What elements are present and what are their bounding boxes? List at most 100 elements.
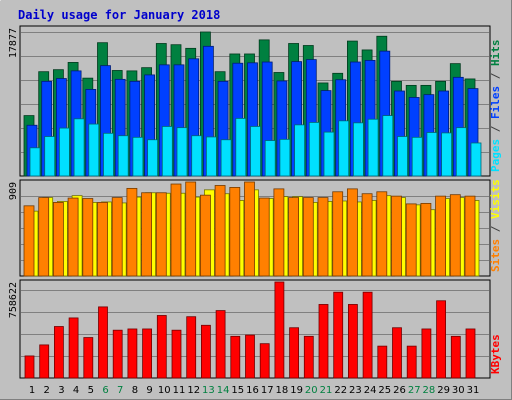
kbytes-bar-kbytes-4: [68, 317, 79, 379]
day-label-12: 12: [187, 385, 200, 396]
day-label-16: 16: [246, 385, 259, 396]
visits-bar-sites-2: [38, 197, 50, 277]
day-label-17: 17: [261, 385, 274, 396]
visits-bar-sites-14: [214, 185, 226, 277]
hits-bar-pages-6: [103, 132, 114, 177]
visits-bar-sites-30: [449, 194, 461, 277]
day-label-2: 2: [44, 385, 50, 396]
day-label-6: 6: [102, 385, 108, 396]
visits-bar-sites-5: [82, 198, 94, 277]
kbytes-bar-kbytes-30: [450, 335, 461, 379]
bars-layer: [23, 31, 482, 379]
hits-bar-pages-1: [29, 147, 41, 177]
hits-bar-pages-13: [205, 136, 217, 177]
hits-bar-pages-20: [308, 122, 320, 177]
visits-bar-sites-8: [126, 187, 138, 277]
visits-bar-sites-6: [97, 202, 108, 277]
visits-bar-sites-28: [420, 202, 432, 277]
kbytes-bar-kbytes-12: [186, 316, 197, 379]
day-label-13: 13: [202, 385, 215, 396]
visits-bar-sites-17: [258, 197, 270, 277]
kbytes-bar-kbytes-26: [392, 327, 402, 379]
hits-legend-item-0: Pages: [489, 139, 502, 172]
hits-bar-pages-8: [132, 136, 144, 177]
kbytes-bar-kbytes-2: [39, 344, 50, 379]
visits-bar-sites-23: [346, 188, 358, 277]
visits-bar-sites-21: [317, 197, 329, 277]
day-label-18: 18: [276, 385, 289, 396]
kbytes-bar-kbytes-31: [465, 328, 476, 379]
day-label-1: 1: [29, 385, 35, 396]
chart-title: Daily usage for January 2018: [18, 8, 220, 22]
kbytes-bar-kbytes-23: [347, 304, 358, 379]
visits-bar-sites-7: [111, 197, 123, 277]
kbytes-bar-kbytes-29: [436, 300, 447, 379]
kbytes-bar-kbytes-1: [24, 355, 35, 379]
hits-legend: Pages / Files / Hits: [489, 40, 502, 173]
visits-bar-sites-13: [199, 194, 211, 277]
hits-ytick-label: 17877: [8, 28, 19, 58]
visits-bar-sites-3: [53, 202, 64, 277]
hits-legend-item-4: Hits: [489, 40, 502, 67]
kbytes-ytick-label: 758622: [8, 282, 19, 318]
kbytes-bar-kbytes-19: [289, 327, 300, 379]
day-label-23: 23: [349, 385, 362, 396]
hits-bar-pages-10: [161, 126, 173, 177]
visits-bar-sites-31: [464, 195, 476, 277]
kbytes-bar-kbytes-16: [245, 334, 255, 379]
hits-bar-pages-23: [352, 122, 364, 177]
visits-legend-item-2: Visits: [489, 179, 502, 219]
day-label-20: 20: [305, 385, 318, 396]
visits-bar-sites-18: [273, 188, 285, 277]
hits-bar-pages-29: [441, 132, 453, 177]
visits-bar-sites-12: [185, 181, 197, 277]
day-label-29: 29: [437, 385, 450, 396]
visits-bar-sites-27: [405, 203, 417, 277]
day-label-7: 7: [117, 385, 123, 396]
hits-bar-pages-12: [191, 135, 203, 177]
hits-bar-pages-14: [220, 139, 232, 177]
visits-bar-sites-25: [376, 191, 388, 277]
kbytes-bar-kbytes-13: [200, 324, 211, 379]
hits-bar-pages-9: [147, 139, 159, 177]
visits-legend-item-1: /: [489, 219, 502, 239]
hits-bar-pages-30: [455, 127, 467, 177]
visits-bar-sites-16: [244, 181, 255, 277]
hits-bar-pages-27: [411, 136, 423, 177]
hits-bar-pages-24: [367, 118, 379, 177]
hits-bar-pages-19: [294, 124, 306, 177]
hits-bar-pages-28: [426, 132, 438, 177]
hits-bar-pages-31: [470, 142, 482, 177]
kbytes-bar-kbytes-11: [171, 329, 182, 379]
hits-legend-item-1: /: [489, 119, 502, 139]
day-label-21: 21: [320, 385, 333, 396]
day-labels: 1 2 3 4 5 6 7 8 9 10 11 12 13 14 15 16 17 18 19 20 21 22 23 24 2…: [29, 385, 480, 396]
visits-bar-sites-26: [391, 195, 402, 277]
hits-bar-pages-18: [279, 138, 291, 177]
visits-bar-sites-24: [361, 193, 373, 277]
hits-bar-pages-4: [73, 118, 85, 177]
hits-bar-pages-22: [338, 120, 350, 177]
day-label-15: 15: [231, 385, 244, 396]
visits-ytick-label: 909: [8, 182, 19, 200]
kbytes-bar-kbytes-8: [127, 328, 138, 379]
kbytes-bar-kbytes-5: [83, 337, 94, 379]
visits-bar-sites-22: [332, 191, 344, 277]
hits-bar-pages-25: [382, 115, 394, 177]
kbytes-bar-kbytes-15: [230, 335, 241, 379]
visits-legend-item-0: Sites: [489, 239, 502, 272]
hits-bar-pages-2: [44, 136, 56, 177]
kbytes-bar-kbytes-10: [156, 315, 167, 379]
hits-bar-pages-11: [176, 127, 188, 177]
day-label-4: 4: [73, 385, 79, 396]
day-label-28: 28: [423, 385, 436, 396]
visits-bar-sites-10: [155, 192, 167, 277]
hits-bar-pages-3: [59, 127, 70, 177]
day-label-25: 25: [378, 385, 391, 396]
hits-bar-pages-26: [397, 136, 408, 177]
kbytes-legend-item-0: KBytes: [489, 334, 502, 374]
visits-bar-sites-19: [288, 197, 300, 277]
hits-legend-item-2: Files: [489, 86, 502, 119]
visits-bar-sites-29: [435, 195, 447, 277]
